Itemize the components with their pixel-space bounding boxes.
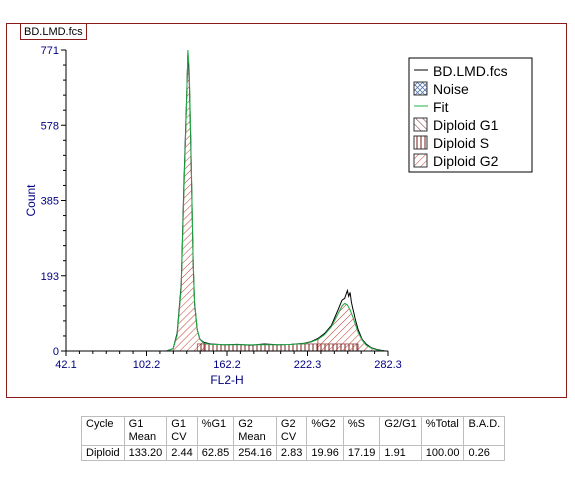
file-name-tab[interactable]: BD.LMD.fcs — [20, 23, 87, 40]
legend-label: Diploid G1 — [433, 117, 499, 133]
y-tick-label: 578 — [41, 120, 59, 132]
legend-label: Diploid G2 — [433, 153, 499, 169]
legend-label: Fit — [433, 99, 449, 115]
column-header: %S — [342, 416, 381, 446]
column-header: G1 Mean — [123, 416, 168, 446]
column-header: %G1 — [196, 416, 235, 446]
table-cell: 100.00 — [420, 445, 465, 461]
column-header: B.A.D. — [463, 416, 506, 446]
table-cell: 0.26 — [463, 445, 506, 461]
data-series-line — [166, 54, 385, 352]
table-cell: Diploid — [81, 445, 125, 461]
legend-swatch — [413, 153, 428, 168]
table-cell: 254.16 — [233, 445, 277, 461]
y-tick-label: 0 — [53, 346, 59, 358]
cell-cycle-results-table: Cycle G1 Mean G1 CV %G1 G2 Mean G2 CV %G2 %S G2/G1 %T… — [81, 416, 506, 461]
y-tick-label: 771 — [41, 45, 59, 57]
x-tick-label: 282.3 — [374, 359, 402, 371]
table-row: Diploid 133.20 2.44 62.85 254.16 2.83 19.96 17.… — [81, 445, 506, 461]
column-header: G2 Mean — [233, 416, 277, 446]
legend-label: BD.LMD.fcs — [433, 63, 508, 79]
column-header: %G2 — [306, 416, 344, 446]
column-header: G1 CV — [166, 416, 198, 446]
x-tick-label: 42.1 — [55, 359, 76, 371]
x-tick-label: 162.2 — [213, 359, 241, 371]
legend-box — [408, 57, 533, 173]
table-cell: 133.20 — [123, 445, 168, 461]
y-tick-label: 193 — [41, 271, 59, 283]
table-cell: 19.96 — [306, 445, 344, 461]
diploid-g1-area — [166, 49, 205, 352]
fit-series-line — [166, 49, 385, 352]
diploid-g2-area — [317, 302, 379, 352]
table-cell: 1.91 — [379, 445, 422, 461]
legend-label: Diploid S — [433, 135, 489, 151]
histogram-chart: 42.1 102.2 162.2 222.3 282.3 0 193 385 578 771 FL2… — [24, 45, 533, 387]
y-tick-label: 385 — [41, 196, 59, 208]
table-cell: 2.44 — [166, 445, 198, 461]
legend-swatch — [413, 135, 428, 150]
column-header: Cycle — [81, 416, 125, 446]
column-header: G2 CV — [275, 416, 308, 446]
legend-swatch — [413, 81, 428, 96]
table-cell: 62.85 — [196, 445, 235, 461]
x-tick-label: 222.3 — [294, 359, 322, 371]
table-cell: 2.83 — [275, 445, 308, 461]
legend-label: Noise — [433, 81, 469, 97]
x-tick-label: 102.2 — [133, 359, 161, 371]
x-axis-label: FL2-H — [210, 373, 243, 387]
table-header-row: Cycle G1 Mean G1 CV %G1 G2 Mean G2 CV %G2 %S G2/G1 %T… — [81, 416, 506, 446]
table-cell: 17.19 — [342, 445, 381, 461]
column-header: G2/G1 — [379, 416, 422, 446]
legend-swatch — [413, 117, 428, 132]
column-header: %Total — [420, 416, 465, 446]
y-axis-label: Count — [24, 184, 38, 217]
